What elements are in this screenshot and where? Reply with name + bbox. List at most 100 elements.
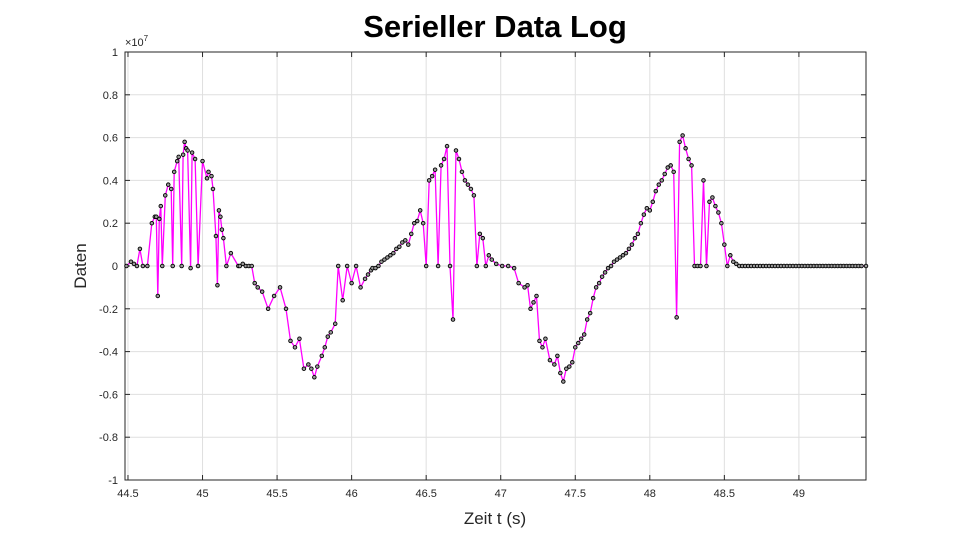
data-point — [680, 133, 685, 138]
data-point — [486, 253, 492, 258]
data-point — [629, 242, 635, 247]
data-point — [185, 148, 190, 153]
data-point — [528, 306, 533, 312]
data-point — [134, 263, 140, 269]
data-point — [180, 152, 186, 157]
x-axis-label: Zeit t (s) — [464, 509, 526, 528]
data-point — [573, 345, 578, 350]
data-point — [423, 263, 429, 269]
data-point — [558, 370, 563, 376]
data-point — [319, 353, 325, 359]
data-point — [325, 334, 331, 339]
data-point — [328, 330, 334, 335]
x-axis: 44.5 45 45.5 46 46.5 47 47.5 48 48.5 49 — [117, 52, 805, 500]
data-point — [204, 176, 210, 181]
x-tick-label: 47 — [495, 488, 507, 500]
data-point — [362, 276, 368, 282]
data-point — [671, 169, 676, 175]
data-point — [158, 203, 164, 209]
data-point — [656, 182, 662, 187]
data-point — [292, 345, 298, 350]
data-point — [567, 364, 572, 369]
data-point — [249, 263, 254, 269]
data-point — [516, 280, 521, 286]
data-point — [417, 208, 423, 213]
data-point — [382, 257, 387, 262]
y-exponent-base: ×10 — [125, 37, 144, 49]
data-point — [587, 310, 593, 316]
data-point — [406, 242, 411, 247]
series — [124, 133, 869, 384]
x-tick-label: 45.5 — [266, 488, 287, 500]
data-point — [617, 255, 623, 260]
x-tick-label: 49 — [793, 488, 805, 500]
data-point — [623, 250, 629, 256]
x-tick-label: 44.5 — [117, 488, 138, 500]
data-point — [552, 362, 557, 367]
data-point — [444, 143, 450, 149]
data-point — [215, 283, 220, 288]
data-point — [620, 253, 626, 258]
data-point — [174, 158, 180, 164]
data-point — [647, 208, 653, 213]
data-point — [493, 261, 499, 267]
data-point — [140, 263, 146, 269]
data-point — [435, 263, 441, 269]
data-point — [665, 165, 670, 170]
data-point — [170, 263, 175, 269]
data-point — [632, 235, 638, 241]
data-point — [365, 272, 371, 277]
data-point — [306, 362, 311, 367]
y-tick-label: 0.6 — [103, 133, 118, 145]
data-point — [426, 178, 432, 183]
data-point — [540, 345, 545, 350]
data-point — [176, 154, 181, 160]
data-point — [731, 259, 736, 264]
data-point — [677, 139, 682, 145]
y-tick-label: -0.8 — [99, 432, 118, 444]
data-point — [719, 220, 724, 226]
data-point — [224, 263, 229, 269]
data-point — [157, 216, 162, 222]
y-exponent-label: ×107 — [125, 34, 149, 49]
data-point — [626, 246, 632, 252]
data-point — [376, 263, 381, 269]
data-point — [578, 336, 584, 342]
data-point — [725, 263, 730, 269]
data-point — [335, 263, 341, 269]
data-point — [206, 169, 211, 175]
data-point — [344, 263, 350, 269]
data-point — [614, 257, 620, 262]
data-point — [349, 280, 354, 286]
data-point — [522, 285, 527, 290]
data-point — [480, 235, 486, 241]
data-point — [570, 360, 575, 365]
data-point — [441, 156, 447, 162]
data-point — [414, 218, 420, 224]
data-point — [641, 212, 647, 217]
data-point — [462, 178, 468, 183]
data-point — [602, 270, 608, 275]
data-point — [128, 259, 134, 264]
data-point — [734, 261, 739, 267]
data-point — [154, 214, 159, 220]
chart-title: Serieller Data Log — [363, 9, 627, 44]
data-point — [388, 253, 393, 258]
data-point — [722, 242, 727, 247]
data-point — [659, 178, 664, 183]
data-point — [265, 306, 271, 312]
data-point — [432, 167, 438, 172]
y-tick-label: -0.2 — [99, 304, 118, 316]
data-point — [160, 263, 165, 269]
data-point — [192, 156, 198, 162]
data-point — [332, 321, 338, 327]
data-point — [385, 255, 390, 260]
data-point — [210, 186, 216, 192]
data-point — [465, 182, 471, 187]
data-point — [453, 148, 459, 153]
data-point — [483, 263, 489, 269]
data-point — [593, 285, 599, 290]
data-point — [182, 139, 187, 145]
data-point — [155, 293, 161, 299]
data-point — [297, 336, 302, 342]
